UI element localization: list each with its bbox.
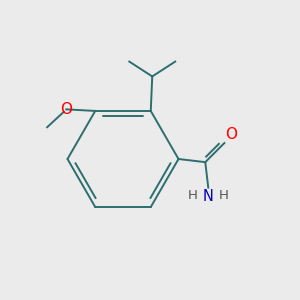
Text: O: O [226, 127, 238, 142]
Text: H: H [188, 189, 198, 202]
Text: N: N [203, 189, 214, 204]
Text: H: H [219, 189, 229, 202]
Text: O: O [60, 102, 72, 117]
